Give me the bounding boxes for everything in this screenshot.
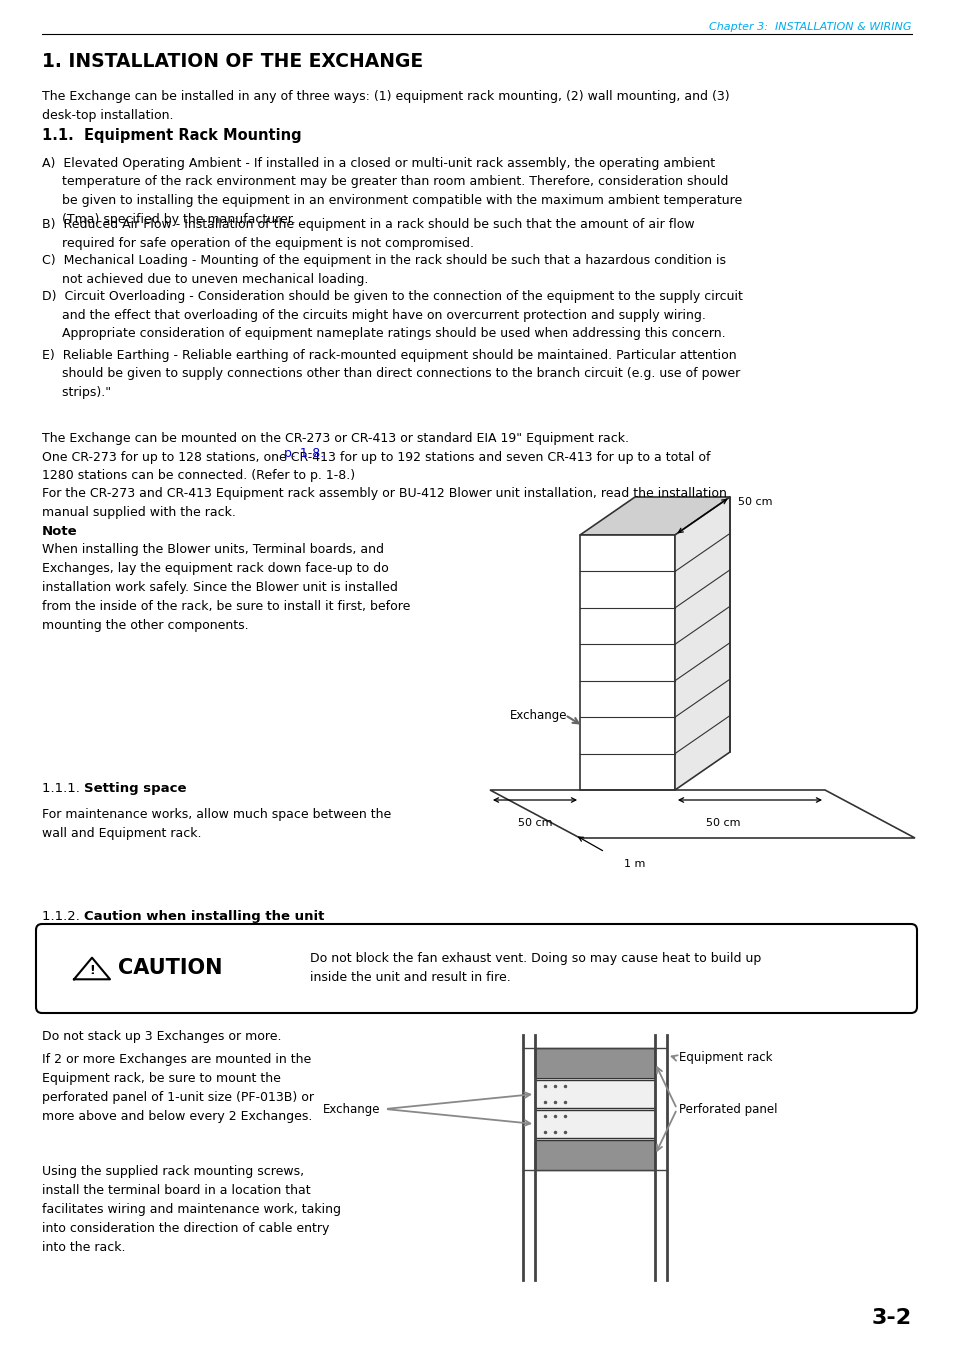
Text: Exchange: Exchange	[322, 1102, 379, 1116]
Text: !: !	[89, 963, 94, 977]
Text: Setting space: Setting space	[84, 782, 186, 794]
Text: Equipment rack: Equipment rack	[679, 1051, 772, 1065]
Text: 1. INSTALLATION OF THE EXCHANGE: 1. INSTALLATION OF THE EXCHANGE	[42, 51, 423, 72]
Polygon shape	[535, 1048, 655, 1078]
Text: Caution when installing the unit: Caution when installing the unit	[84, 911, 324, 923]
Polygon shape	[535, 1140, 655, 1170]
Text: B)  Reduced Air Flow - Installation of the equipment in a rack should be such th: B) Reduced Air Flow - Installation of th…	[42, 218, 694, 250]
Text: p. 1-8.: p. 1-8.	[284, 447, 324, 459]
Text: When installing the Blower units, Terminal boards, and
Exchanges, lay the equipm: When installing the Blower units, Termin…	[42, 543, 410, 632]
Text: 50 cm: 50 cm	[738, 497, 772, 507]
Text: Using the supplied rack mounting screws,
install the terminal board in a locatio: Using the supplied rack mounting screws,…	[42, 1165, 340, 1254]
Text: Perforated panel: Perforated panel	[679, 1102, 777, 1116]
Polygon shape	[675, 497, 729, 790]
Text: A)  Elevated Operating Ambient - If installed in a closed or multi-unit rack ass: A) Elevated Operating Ambient - If insta…	[42, 157, 741, 226]
Text: CAUTION: CAUTION	[118, 958, 222, 978]
Text: Note: Note	[42, 526, 77, 538]
Polygon shape	[579, 535, 675, 790]
Text: 1.1.  Equipment Rack Mounting: 1.1. Equipment Rack Mounting	[42, 128, 301, 143]
Polygon shape	[535, 1111, 655, 1138]
Text: The Exchange can be installed in any of three ways: (1) equipment rack mounting,: The Exchange can be installed in any of …	[42, 91, 729, 122]
Text: 3-2: 3-2	[871, 1308, 911, 1328]
Text: 50 cm: 50 cm	[517, 817, 552, 828]
Text: 1 m: 1 m	[623, 859, 645, 869]
Text: Do not stack up 3 Exchanges or more.: Do not stack up 3 Exchanges or more.	[42, 1029, 281, 1043]
Text: 1.1.1.: 1.1.1.	[42, 782, 84, 794]
Text: C)  Mechanical Loading - Mounting of the equipment in the rack should be such th: C) Mechanical Loading - Mounting of the …	[42, 254, 725, 285]
Text: Exchange: Exchange	[510, 708, 567, 721]
Text: E)  Reliable Earthing - Reliable earthing of rack-mounted equipment should be ma: E) Reliable Earthing - Reliable earthing…	[42, 349, 740, 399]
Text: Do not block the fan exhaust vent. Doing so may cause heat to build up
inside th: Do not block the fan exhaust vent. Doing…	[310, 952, 760, 984]
Polygon shape	[535, 1079, 655, 1108]
Text: The Exchange can be mounted on the CR-273 or CR-413 or standard EIA 19" Equipmen: The Exchange can be mounted on the CR-27…	[42, 432, 726, 519]
Text: For maintenance works, allow much space between the
wall and Equipment rack.: For maintenance works, allow much space …	[42, 808, 391, 840]
Text: 1.1.2.: 1.1.2.	[42, 911, 84, 923]
Text: Chapter 3:  INSTALLATION & WIRING: Chapter 3: INSTALLATION & WIRING	[709, 22, 911, 32]
Polygon shape	[579, 497, 729, 535]
Text: D)  Circuit Overloading - Consideration should be given to the connection of the: D) Circuit Overloading - Consideration s…	[42, 290, 742, 340]
Text: 50 cm: 50 cm	[705, 817, 740, 828]
Text: If 2 or more Exchanges are mounted in the
Equipment rack, be sure to mount the
p: If 2 or more Exchanges are mounted in th…	[42, 1052, 314, 1123]
